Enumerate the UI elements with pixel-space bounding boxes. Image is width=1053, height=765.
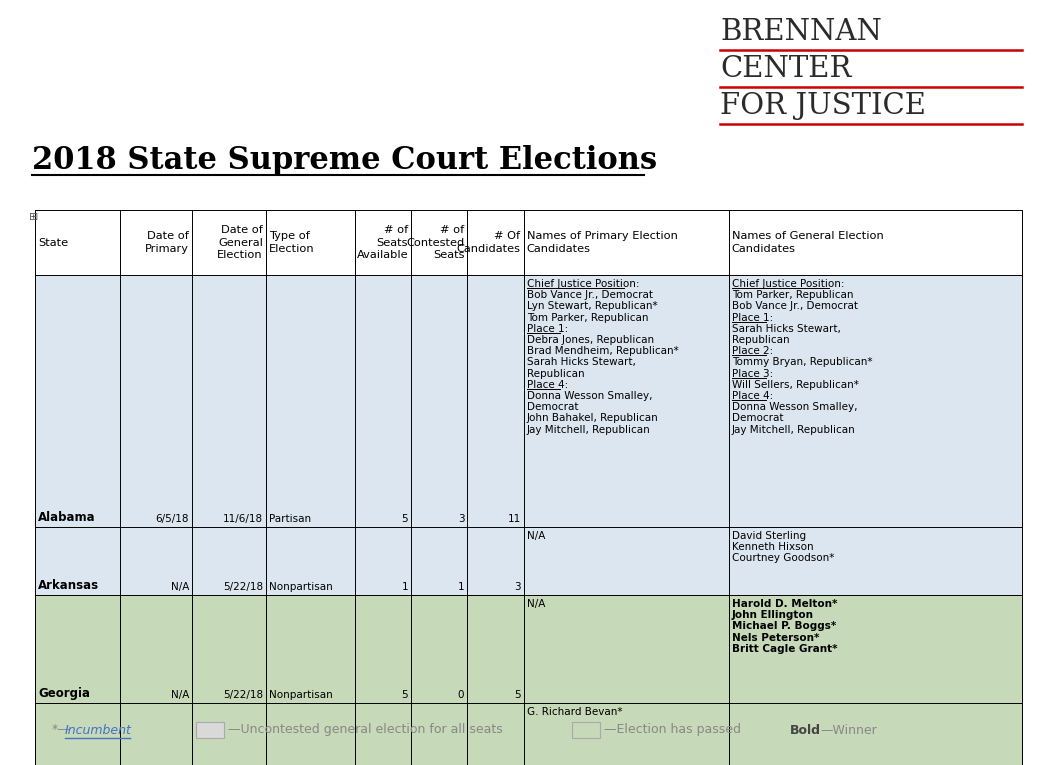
Text: Jay Mitchell, Republican: Jay Mitchell, Republican: [732, 425, 856, 435]
Text: ⊞: ⊞: [29, 212, 38, 222]
Text: 5: 5: [401, 690, 409, 700]
Text: N/A: N/A: [171, 582, 188, 592]
Text: Nonpartisan: Nonpartisan: [269, 582, 333, 592]
Text: Bob Vance Jr., Democrat: Bob Vance Jr., Democrat: [526, 290, 653, 300]
Text: Sarah Hicks Stewart,: Sarah Hicks Stewart,: [526, 357, 635, 367]
Text: N/A: N/A: [526, 531, 545, 541]
Text: Bold: Bold: [790, 724, 821, 737]
Text: Type of
Election: Type of Election: [269, 231, 315, 254]
Bar: [35, 595, 1022, 703]
Text: 5: 5: [514, 690, 520, 700]
Text: Donna Wesson Smalley,: Donna Wesson Smalley,: [732, 402, 857, 412]
Bar: [35, 275, 1022, 527]
Text: —Uncontested general election for all seats: —Uncontested general election for all se…: [229, 724, 502, 737]
Text: Partisan: Partisan: [269, 514, 311, 524]
Text: N/A: N/A: [526, 599, 545, 609]
Text: CENTER: CENTER: [720, 55, 852, 83]
Text: 11: 11: [508, 514, 520, 524]
Text: 5/22/18: 5/22/18: [223, 582, 263, 592]
Text: # of
Contested
Seats: # of Contested Seats: [406, 225, 464, 260]
Text: Republican: Republican: [526, 369, 584, 379]
Text: # of
Seats
Available: # of Seats Available: [356, 225, 409, 260]
Text: Chief Justice Position:: Chief Justice Position:: [526, 279, 639, 289]
Text: Democrat: Democrat: [732, 413, 783, 423]
Text: Place 2:: Place 2:: [732, 347, 773, 356]
Text: Michael P. Boggs*: Michael P. Boggs*: [732, 621, 836, 631]
Text: # Of
Candidates: # Of Candidates: [457, 231, 520, 254]
Text: —Winner: —Winner: [820, 724, 877, 737]
Text: Lyn Stewart, Republican*: Lyn Stewart, Republican*: [526, 301, 657, 311]
Text: 5: 5: [401, 514, 409, 524]
Text: Donna Wesson Smalley,: Donna Wesson Smalley,: [526, 391, 652, 401]
Text: John Ellington: John Ellington: [732, 610, 814, 620]
Bar: [196, 722, 224, 738]
Text: Date of
Primary: Date of Primary: [145, 231, 188, 254]
Text: Sarah Hicks Stewart,: Sarah Hicks Stewart,: [732, 324, 840, 334]
Text: Date of
General
Election: Date of General Election: [217, 225, 263, 260]
Text: Place 1:: Place 1:: [732, 313, 773, 323]
Text: Debra Jones, Republican: Debra Jones, Republican: [526, 335, 654, 345]
Text: FOR JUSTICE: FOR JUSTICE: [720, 92, 926, 120]
Text: 5/22/18: 5/22/18: [223, 690, 263, 700]
Text: Incumbent: Incumbent: [65, 724, 132, 737]
Bar: [35, 210, 1022, 275]
Text: 6/5/18: 6/5/18: [156, 514, 188, 524]
Text: Nonpartisan: Nonpartisan: [269, 690, 333, 700]
Bar: [35, 527, 1022, 595]
Text: State: State: [38, 237, 68, 248]
Text: Place 3:: Place 3:: [732, 369, 773, 379]
Text: John Bahakel, Republican: John Bahakel, Republican: [526, 413, 658, 423]
Text: 2018 State Supreme Court Elections: 2018 State Supreme Court Elections: [32, 145, 657, 176]
Text: Jay Mitchell, Republican: Jay Mitchell, Republican: [526, 425, 651, 435]
Text: 11/6/18: 11/6/18: [223, 514, 263, 524]
Text: Nels Peterson*: Nels Peterson*: [732, 633, 819, 643]
Text: *—: *—: [52, 724, 71, 737]
Text: Will Sellers, Republican*: Will Sellers, Republican*: [732, 379, 859, 390]
Text: 3: 3: [514, 582, 520, 592]
Text: BRENNAN: BRENNAN: [720, 18, 881, 46]
Text: Names of General Election
Candidates: Names of General Election Candidates: [732, 231, 883, 254]
Text: Tom Parker, Republican: Tom Parker, Republican: [732, 290, 853, 300]
Text: Names of Primary Election
Candidates: Names of Primary Election Candidates: [526, 231, 677, 254]
Text: Britt Cagle Grant*: Britt Cagle Grant*: [732, 644, 837, 654]
Text: Arkansas: Arkansas: [38, 579, 99, 592]
Text: Tommy Bryan, Republican*: Tommy Bryan, Republican*: [732, 357, 872, 367]
Text: G. Richard Bevan*: G. Richard Bevan*: [526, 707, 622, 717]
Text: Alabama: Alabama: [38, 511, 96, 524]
Text: Kenneth Hixson: Kenneth Hixson: [732, 542, 814, 552]
Text: 0: 0: [458, 690, 464, 700]
Text: 3: 3: [458, 514, 464, 524]
Text: Brad Mendheim, Republican*: Brad Mendheim, Republican*: [526, 347, 678, 356]
Text: Republican: Republican: [732, 335, 790, 345]
Text: Democrat: Democrat: [526, 402, 578, 412]
Text: —Election has passed: —Election has passed: [604, 724, 741, 737]
Text: Place 4:: Place 4:: [732, 391, 773, 401]
Text: Tom Parker, Republican: Tom Parker, Republican: [526, 313, 648, 323]
Text: Chief Justice Position:: Chief Justice Position:: [732, 279, 845, 289]
Bar: [35, 703, 1022, 765]
Text: Georgia: Georgia: [38, 687, 90, 700]
Text: N/A: N/A: [171, 690, 188, 700]
Text: Harold D. Melton*: Harold D. Melton*: [732, 599, 837, 609]
Text: Place 4:: Place 4:: [526, 379, 568, 390]
Text: Place 1:: Place 1:: [526, 324, 568, 334]
Text: 1: 1: [401, 582, 409, 592]
Text: Courtney Goodson*: Courtney Goodson*: [732, 553, 834, 563]
Text: Bob Vance Jr., Democrat: Bob Vance Jr., Democrat: [732, 301, 858, 311]
Text: 1: 1: [458, 582, 464, 592]
Bar: [572, 722, 600, 738]
Text: David Sterling: David Sterling: [732, 531, 806, 541]
